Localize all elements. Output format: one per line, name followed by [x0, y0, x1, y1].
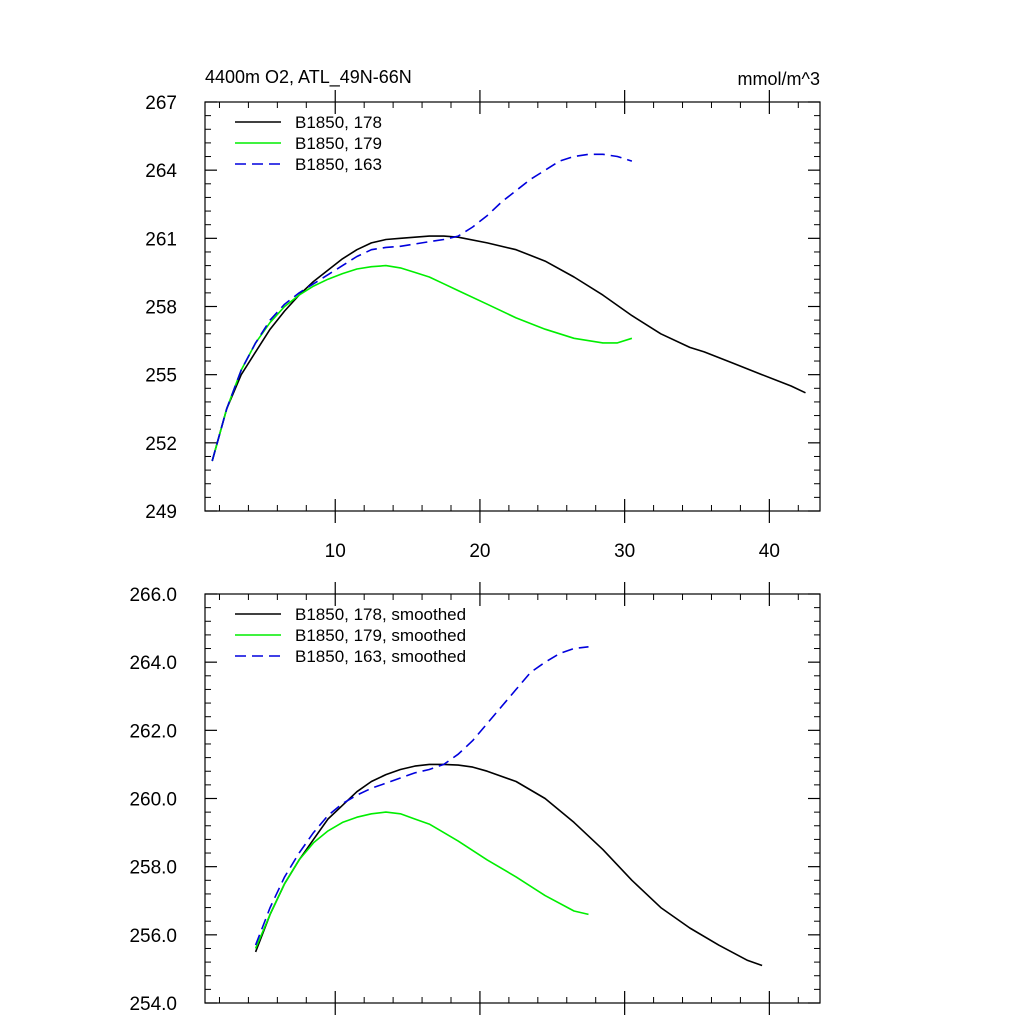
x-tick-label: 30 [614, 541, 635, 562]
legend-label: B1850, 163 [295, 155, 382, 174]
y-tick-label: 266.0 [129, 585, 177, 606]
y-tick-label: 249 [145, 502, 177, 523]
axis-ticks: 254.0 256.0 258.0 260.0 262.0 264.0 266.0 [129, 582, 820, 1015]
y-tick-label: 264.0 [129, 653, 177, 674]
y-tick-label: 258.0 [129, 858, 177, 879]
series-line-0 [211, 235, 806, 462]
legend: B1850, 178 B1850, 179 B1850, 163 [235, 113, 382, 174]
plot-series [211, 153, 806, 462]
y-tick-label: 264 [145, 161, 177, 182]
x-tick-label: 10 [325, 541, 346, 562]
x-tick-label: 40 [759, 541, 780, 562]
y-tick-label: 267 [145, 93, 177, 114]
series-line-2 [211, 153, 633, 462]
legend: B1850, 178, smoothed B1850, 179, smoothed… [235, 605, 466, 666]
chart-title: 4400m O2, ATL_49N-66N [205, 67, 412, 88]
series-line-1 [211, 264, 633, 462]
series-line-0 [254, 763, 763, 967]
y-tick-label: 258 [145, 298, 177, 319]
top-panel: 4400m O2, ATL_49N-66N mmol/m^3 10 20 30 40 2… [145, 67, 821, 562]
y-tick-label: 261 [145, 229, 177, 250]
legend-label: B1850, 179, smoothed [295, 626, 466, 645]
legend-label: B1850, 178 [295, 113, 382, 132]
series-line-2 [254, 646, 589, 946]
legend-label: B1850, 178, smoothed [295, 605, 466, 624]
bottom-panel: 254.0 256.0 258.0 260.0 262.0 264.0 266.0 B185… [129, 582, 821, 1015]
y-tick-label: 260.0 [129, 790, 177, 811]
axis-ticks: 10 20 30 40 249 252 255 258 261 264 267 [145, 90, 820, 562]
y-tick-label: 254.0 [129, 994, 177, 1015]
plot-series [254, 646, 763, 967]
chart-units: mmol/m^3 [738, 69, 820, 89]
y-tick-label: 262.0 [129, 721, 177, 742]
legend-label: B1850, 179 [295, 134, 382, 153]
y-tick-label: 255 [145, 366, 177, 387]
y-tick-label: 256.0 [129, 926, 177, 947]
y-tick-label: 252 [145, 434, 177, 455]
series-line-1 [254, 811, 589, 949]
x-tick-label: 20 [469, 541, 490, 562]
legend-label: B1850, 163, smoothed [295, 647, 466, 666]
